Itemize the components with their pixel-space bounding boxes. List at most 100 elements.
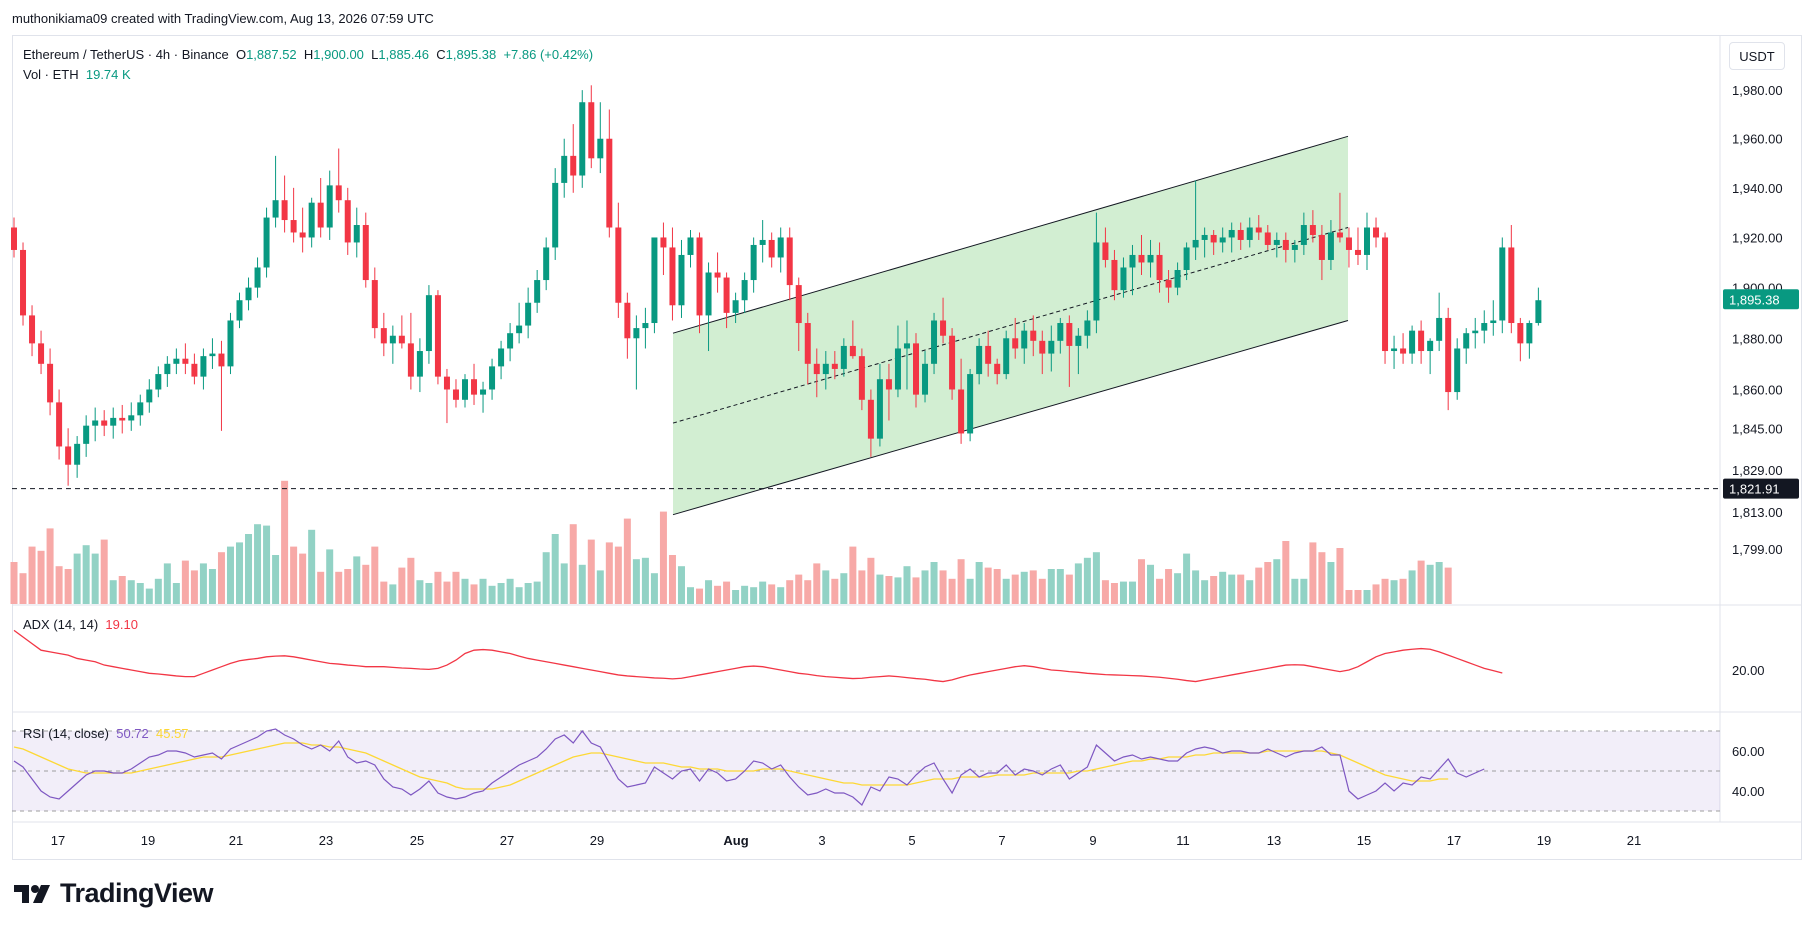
candle-body <box>1454 348 1461 393</box>
volume-bar <box>1165 569 1173 604</box>
volume-bar <box>876 574 884 604</box>
volume-bar <box>1309 542 1317 604</box>
volume-bar <box>64 569 72 604</box>
candle-body <box>1499 247 1506 321</box>
volume-bar <box>434 571 442 604</box>
time-tick-label: 21 <box>229 833 243 848</box>
volume-bar <box>1327 562 1335 604</box>
adx-tick-label: 20.00 <box>1732 663 1765 678</box>
candle-body <box>20 249 27 316</box>
candle-body <box>534 280 541 303</box>
candle-body <box>128 415 135 421</box>
candle-body <box>1526 323 1533 344</box>
volume-bar <box>308 529 316 604</box>
price-tick-label: 1,980.00 <box>1732 83 1783 98</box>
time-tick-label: 17 <box>1447 833 1461 848</box>
candle-body <box>1201 234 1208 240</box>
candle-body <box>858 356 865 400</box>
price-tick-label: 1,960.00 <box>1732 132 1783 147</box>
volume-bar <box>272 555 280 604</box>
candle-body <box>543 247 550 281</box>
candle-body <box>47 363 54 403</box>
candle-body <box>56 402 63 447</box>
rsi-label[interactable]: RSI (14, close) <box>23 726 109 741</box>
volume-bar <box>389 584 397 604</box>
candle-body <box>1021 330 1028 349</box>
volume-bar <box>1183 553 1191 604</box>
candle-body <box>1084 320 1091 336</box>
volume-bar <box>46 528 54 604</box>
time-tick-label: 13 <box>1267 833 1281 848</box>
candle-body <box>498 348 505 367</box>
volume-bar <box>335 571 343 604</box>
channel-mid-line <box>672 227 1349 424</box>
adx-line <box>13 629 1503 683</box>
volume-bar <box>1192 570 1200 604</box>
adx-label[interactable]: ADX (14, 14) <box>23 617 99 632</box>
volume-bar <box>263 525 271 604</box>
low-value: 1,885.46 <box>378 47 429 62</box>
volume-bar <box>299 553 307 604</box>
candle-body <box>1183 247 1190 270</box>
candle-body <box>976 345 983 375</box>
price-tick-label: 1,829.00 <box>1732 463 1783 478</box>
volume-bar <box>750 587 758 604</box>
candle-body <box>317 202 324 228</box>
volume-bar <box>1128 581 1136 604</box>
price-legend: Ethereum / TetherUS · 4h · Binance O1,88… <box>23 45 593 85</box>
volume-bar <box>371 546 379 604</box>
candle-body <box>1012 338 1019 349</box>
volume-bar <box>723 581 731 604</box>
tradingview-logo[interactable]: TradingView <box>14 878 214 909</box>
time-tick-label: 15 <box>1357 833 1371 848</box>
candle-body <box>1382 237 1389 352</box>
candle-body <box>660 237 667 248</box>
volume-bar <box>1354 590 1362 604</box>
currency-button[interactable]: USDT <box>1729 42 1785 70</box>
candle-body <box>1400 348 1407 354</box>
price-tick-label: 1,940.00 <box>1732 181 1783 196</box>
price-tick-label: 1,845.00 <box>1732 421 1783 436</box>
candle-body <box>434 295 441 377</box>
rsi-ma-line <box>13 742 1449 790</box>
candle-body <box>867 399 874 439</box>
volume-bar <box>136 583 144 604</box>
volume-bar <box>1399 578 1407 604</box>
candle-body <box>696 237 703 316</box>
time-tick-label: 19 <box>141 833 155 848</box>
volume-bar <box>768 584 776 604</box>
candle-body <box>299 232 306 238</box>
volume-bar <box>1020 571 1028 604</box>
volume-bar <box>759 581 767 604</box>
candle-body <box>633 328 640 339</box>
candle-body <box>164 363 171 375</box>
candle-body <box>1048 340 1055 354</box>
volume-bar <box>1056 569 1064 604</box>
volume-bar <box>668 555 676 604</box>
volume-bar <box>696 588 704 604</box>
high-value: 1,900.00 <box>313 47 364 62</box>
candle-body <box>570 155 577 176</box>
volume-bar <box>443 581 451 604</box>
volume-bar <box>966 578 974 604</box>
volume-bar <box>344 569 352 604</box>
volume-bar <box>578 564 586 604</box>
volume-bar <box>407 557 415 604</box>
symbol-label[interactable]: Ethereum / TetherUS · 4h · Binance <box>23 47 229 62</box>
candle-body <box>308 202 315 238</box>
time-tick-label: 27 <box>500 833 514 848</box>
volume-bar <box>659 511 667 604</box>
volume-bar <box>831 578 839 604</box>
rsi-tick-label: 60.00 <box>1732 744 1765 759</box>
candle-body <box>1445 317 1452 393</box>
volume-bar <box>254 524 262 604</box>
candle-body <box>1273 239 1280 245</box>
candle-body <box>1039 340 1046 354</box>
candle-body <box>11 227 17 250</box>
volume-bar <box>154 578 162 604</box>
volume-bar <box>1237 574 1245 604</box>
time-tick-label: 5 <box>908 833 915 848</box>
volume-bar <box>921 570 929 604</box>
candle-body <box>732 300 739 313</box>
